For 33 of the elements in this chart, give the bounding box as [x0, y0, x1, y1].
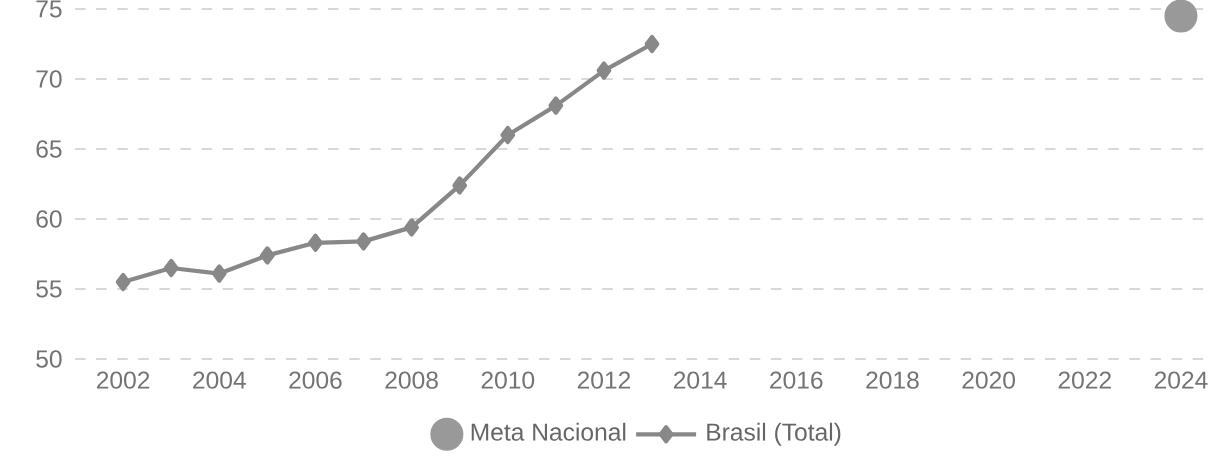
x-tick-label: 2006: [289, 371, 342, 389]
point: [259, 246, 275, 265]
x-tick-label: 2008: [385, 371, 438, 389]
point: [115, 272, 131, 292]
x-tick-label: 2012: [577, 371, 631, 389]
x-tick-label: 2022: [1058, 371, 1111, 389]
x-tick-label: 2010: [481, 371, 535, 389]
y-tick-label: 70: [36, 70, 62, 88]
y-tick-label: 60: [36, 210, 62, 228]
y-tick-label: 75: [36, 0, 62, 18]
point: [211, 264, 227, 283]
x-tick-label: 2014: [673, 371, 727, 389]
y-tick-label: 55: [36, 280, 62, 298]
point: [644, 34, 660, 54]
point: [548, 96, 564, 115]
point: [452, 176, 468, 195]
point: [404, 218, 419, 237]
point: [308, 233, 323, 252]
point: [596, 61, 612, 80]
point: [163, 258, 179, 278]
legend-label: Brasil (Total): [707, 422, 841, 446]
point: [1164, 0, 1198, 33]
point: [356, 232, 371, 251]
y-tick-label: 65: [36, 140, 62, 158]
x-tick-label: 2018: [866, 371, 919, 389]
x-tick-label: 2020: [962, 371, 1016, 389]
x-tick-label: 2016: [770, 371, 823, 389]
x-tick-label: 2002: [96, 371, 150, 389]
x-tick-label: 2004: [193, 371, 246, 389]
point: [500, 125, 516, 145]
legend-label: Meta Nacional: [471, 422, 626, 441]
x-tick-label: 2024: [1154, 371, 1208, 389]
y-tick-label: 50: [36, 350, 62, 368]
